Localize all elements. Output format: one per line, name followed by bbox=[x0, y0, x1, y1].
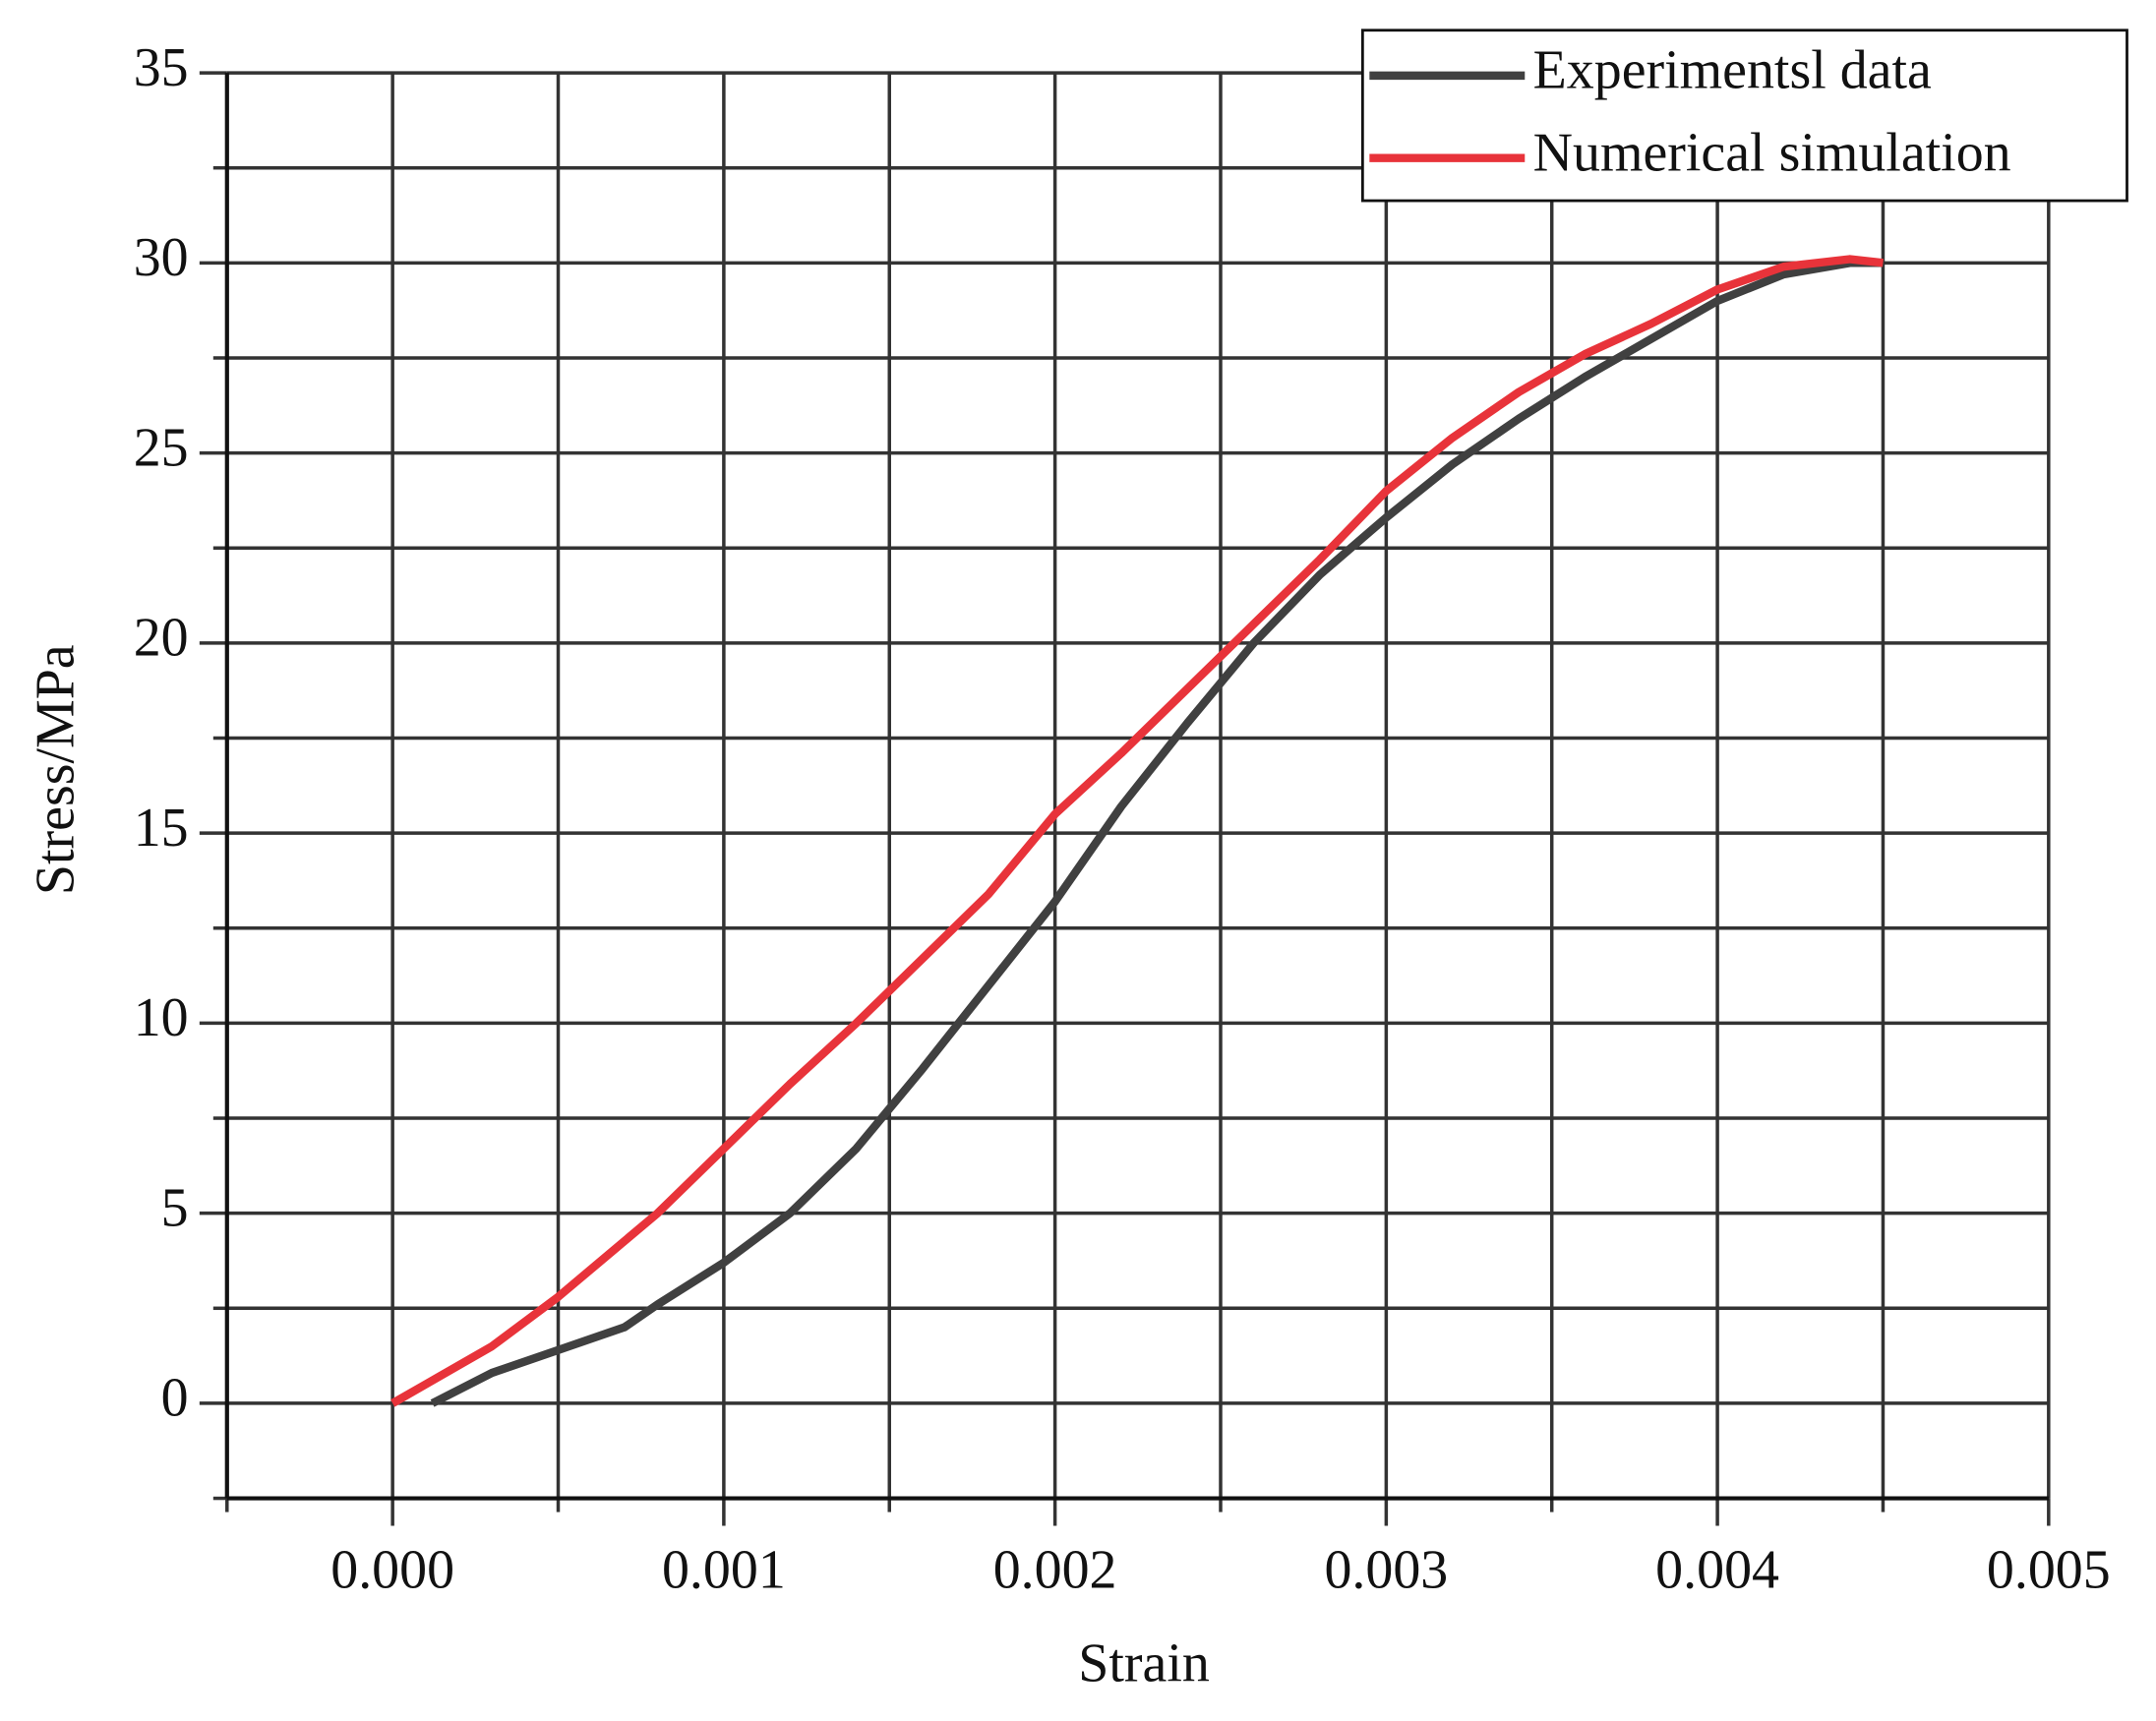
legend-label: Numerical simulation bbox=[1533, 123, 2011, 184]
y-tick-label: 0 bbox=[161, 1368, 189, 1429]
y-tick-label: 5 bbox=[161, 1177, 189, 1238]
y-axis-label: Stress/MPa bbox=[25, 644, 86, 895]
y-tick-label: 35 bbox=[134, 37, 189, 98]
x-axis-label: Strain bbox=[1078, 1633, 1210, 1694]
y-tick-label: 30 bbox=[134, 227, 189, 288]
y-tick-label: 15 bbox=[134, 798, 189, 859]
series-line bbox=[390, 255, 1884, 1407]
series-line bbox=[430, 259, 1884, 1407]
x-tick-label: 0.004 bbox=[1655, 1540, 1779, 1601]
x-tick-label: 0.005 bbox=[1987, 1540, 2111, 1601]
x-tick-label: 0.003 bbox=[1324, 1540, 1448, 1601]
x-tick-label: 0.002 bbox=[993, 1540, 1117, 1601]
y-tick-label: 10 bbox=[134, 987, 189, 1048]
x-tick-label: 0.000 bbox=[330, 1540, 454, 1601]
legend-box bbox=[1360, 29, 2128, 203]
y-tick-label: 25 bbox=[134, 417, 189, 478]
x-tick-label: 0.001 bbox=[662, 1540, 786, 1601]
y-tick-label: 20 bbox=[134, 608, 189, 669]
legend-label: Experimentsl data bbox=[1533, 40, 1932, 101]
